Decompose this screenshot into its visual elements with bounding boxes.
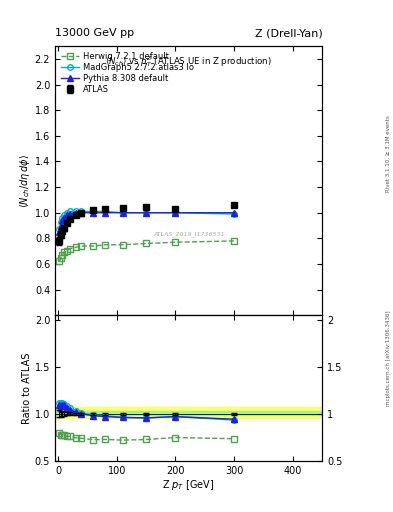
Pythia 8.308 default [67, 211, 72, 217]
MadGraph5 2.7.2.atlas3 lo [79, 208, 84, 215]
MadGraph5 2.7.2.atlas3 lo [61, 212, 66, 218]
Herwig 7.2.1 default [144, 241, 149, 247]
Herwig 7.2.1 default [64, 248, 69, 254]
X-axis label: Z $p_T$ [GeV]: Z $p_T$ [GeV] [162, 478, 215, 493]
MadGraph5 2.7.2.atlas3 lo [120, 209, 125, 216]
Pythia 8.308 default [120, 209, 125, 216]
Line: Herwig 7.2.1 default: Herwig 7.2.1 default [57, 238, 237, 264]
Text: $\langle N_{ch}\rangle$ vs $p_T^Z$ (ATLAS UE in Z production): $\langle N_{ch}\rangle$ vs $p_T^Z$ (ATLA… [105, 54, 272, 69]
Herwig 7.2.1 default [73, 244, 78, 250]
Herwig 7.2.1 default [61, 249, 66, 255]
MadGraph5 2.7.2.atlas3 lo [64, 209, 69, 216]
MadGraph5 2.7.2.atlas3 lo [144, 209, 149, 216]
Bar [55, 411, 322, 415]
Pythia 8.308 default [60, 218, 65, 224]
Legend: Herwig 7.2.1 default, MadGraph5 2.7.2.atlas3 lo, Pythia 8.308 default, ATLAS: Herwig 7.2.1 default, MadGraph5 2.7.2.at… [59, 50, 195, 96]
MadGraph5 2.7.2.atlas3 lo [73, 208, 78, 215]
Herwig 7.2.1 default [79, 243, 84, 249]
MadGraph5 2.7.2.atlas3 lo [67, 208, 72, 215]
Pythia 8.308 default [79, 209, 84, 216]
Pythia 8.308 default [57, 229, 62, 235]
Line: Pythia 8.308 default: Pythia 8.308 default [57, 210, 237, 234]
Herwig 7.2.1 default [91, 243, 95, 249]
Herwig 7.2.1 default [57, 259, 62, 265]
MadGraph5 2.7.2.atlas3 lo [232, 211, 237, 217]
Pythia 8.308 default [91, 209, 95, 216]
Herwig 7.2.1 default [173, 239, 178, 245]
Pythia 8.308 default [64, 212, 69, 218]
Text: mcplots.cern.ch [arXiv:1306.3436]: mcplots.cern.ch [arXiv:1306.3436] [386, 311, 391, 406]
Line: MadGraph5 2.7.2.atlas3 lo: MadGraph5 2.7.2.atlas3 lo [57, 209, 237, 232]
Text: Rivet 3.1.10, ≥ 3.1M events: Rivet 3.1.10, ≥ 3.1M events [386, 115, 391, 192]
Y-axis label: $\langle N_{ch}/d\eta\,d\phi\rangle$: $\langle N_{ch}/d\eta\,d\phi\rangle$ [18, 154, 32, 208]
Pythia 8.308 default [103, 209, 107, 216]
Text: 13000 GeV pp: 13000 GeV pp [55, 28, 134, 38]
Herwig 7.2.1 default [120, 242, 125, 248]
MadGraph5 2.7.2.atlas3 lo [60, 215, 65, 221]
Pythia 8.308 default [59, 223, 63, 229]
Herwig 7.2.1 default [232, 238, 237, 244]
Pythia 8.308 default [144, 209, 149, 216]
Pythia 8.308 default [232, 209, 237, 216]
MadGraph5 2.7.2.atlas3 lo [91, 208, 95, 215]
MadGraph5 2.7.2.atlas3 lo [173, 209, 178, 216]
Bar [55, 407, 322, 418]
Herwig 7.2.1 default [67, 246, 72, 252]
MadGraph5 2.7.2.atlas3 lo [59, 219, 63, 225]
Herwig 7.2.1 default [59, 254, 63, 261]
MadGraph5 2.7.2.atlas3 lo [103, 208, 107, 215]
Pythia 8.308 default [73, 209, 78, 216]
Y-axis label: Ratio to ATLAS: Ratio to ATLAS [22, 352, 32, 424]
Pythia 8.308 default [61, 215, 66, 221]
Text: ATLAS_2019_I1736531: ATLAS_2019_I1736531 [153, 231, 224, 238]
Herwig 7.2.1 default [60, 252, 65, 258]
Herwig 7.2.1 default [103, 242, 107, 248]
Text: Z (Drell-Yan): Z (Drell-Yan) [255, 28, 322, 38]
MadGraph5 2.7.2.atlas3 lo [57, 226, 62, 232]
Pythia 8.308 default [173, 209, 178, 216]
